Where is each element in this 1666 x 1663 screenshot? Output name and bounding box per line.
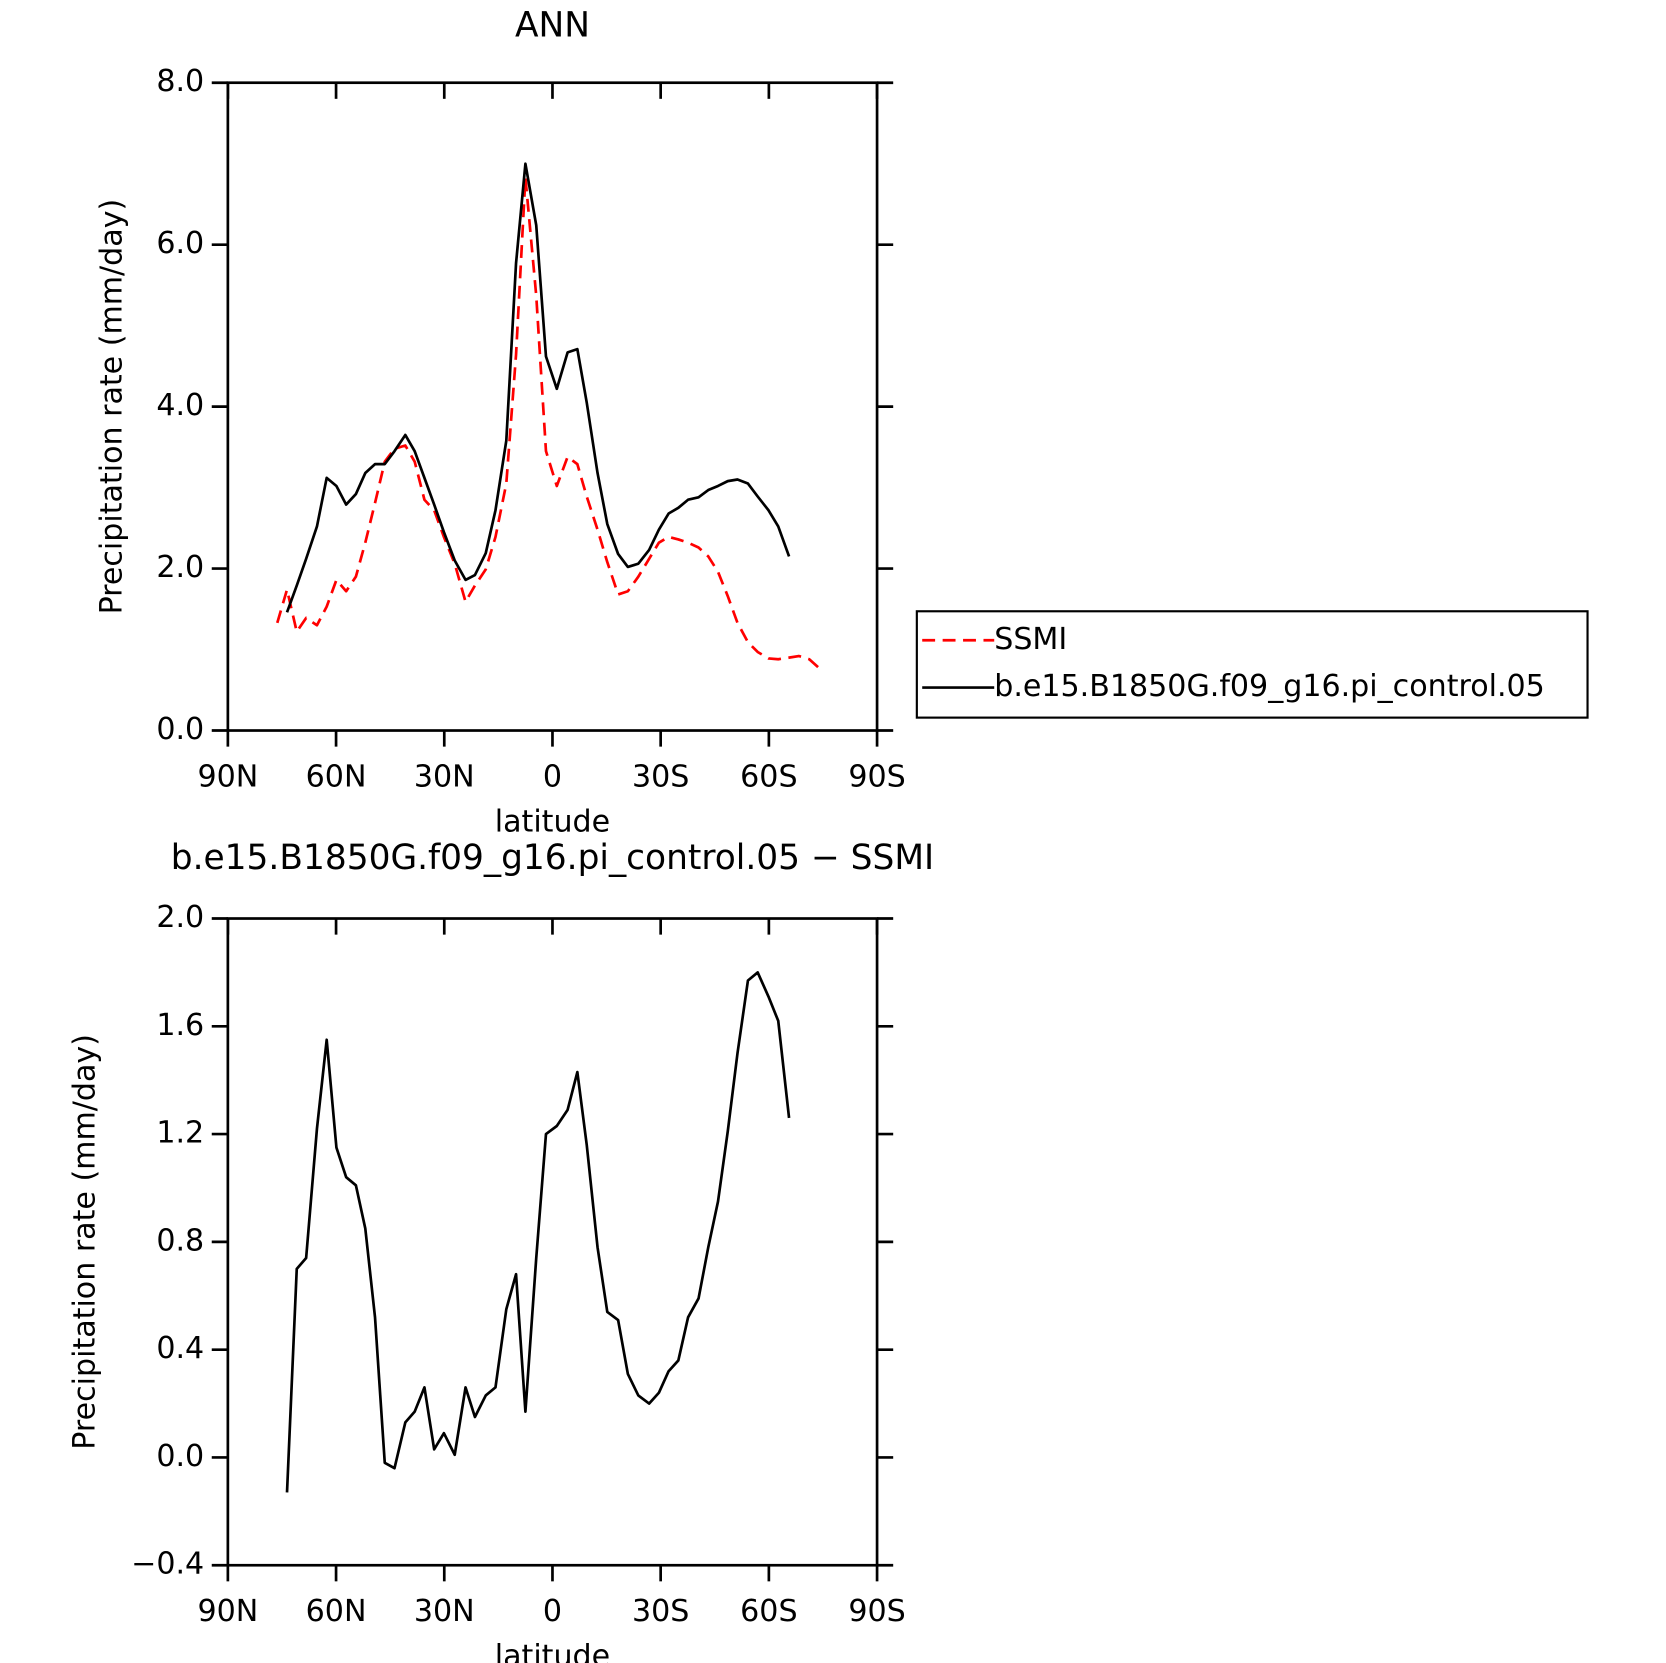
y-axis-label: Precipitation rate (mm/day) (67, 1034, 102, 1450)
data-line (285, 162, 791, 613)
x-tick-label: 30N (414, 1594, 475, 1629)
y-tick-label: 1.6 (156, 1008, 204, 1043)
x-tick-label: 60S (740, 1594, 797, 1629)
x-tick-label: 60N (306, 1594, 367, 1629)
x-tick-label: 30S (632, 759, 689, 794)
x-tick-label: 0 (543, 1594, 562, 1629)
x-tick-label: 90N (197, 759, 258, 794)
y-tick-label: 8.0 (156, 64, 204, 99)
y-tick-label: −0.4 (131, 1547, 204, 1582)
x-tick-label: 0 (543, 759, 562, 794)
y-tick-label: 2.0 (156, 550, 204, 585)
legend-label: b.e15.B1850G.f09_g16.pi_control.05 (994, 669, 1545, 704)
x-tick-label: 30S (632, 1594, 689, 1629)
data-line (285, 971, 791, 1493)
legend-label: SSMI (994, 622, 1067, 657)
chart-title: ANN (515, 5, 590, 45)
y-tick-label: 0.0 (156, 1439, 204, 1474)
y-tick-label: 2.0 (156, 900, 204, 935)
y-tick-label: 6.0 (156, 226, 204, 261)
y-tick-label: 4.0 (156, 388, 204, 423)
y-tick-label: 0.8 (156, 1223, 204, 1258)
y-tick-label: 1.2 (156, 1116, 204, 1151)
x-tick-label: 90N (197, 1594, 258, 1629)
x-axis-label: latitude (495, 1639, 610, 1663)
x-tick-label: 30N (414, 759, 475, 794)
plot-frame (226, 81, 879, 732)
x-tick-label: 90S (848, 1594, 905, 1629)
x-axis-label: latitude (495, 804, 610, 839)
data-line (275, 176, 821, 670)
plot-frame (226, 917, 879, 1567)
x-tick-label: 60S (740, 759, 797, 794)
y-axis-label: Precipitation rate (mm/day) (94, 199, 129, 615)
y-tick-label: 0.0 (156, 712, 204, 747)
legend-box (915, 610, 1589, 719)
x-tick-label: 60N (306, 759, 367, 794)
y-tick-label: 0.4 (156, 1331, 204, 1366)
x-tick-label: 90S (848, 759, 905, 794)
chart-title: b.e15.B1850G.f09_g16.pi_control.05 − SSM… (171, 838, 934, 878)
